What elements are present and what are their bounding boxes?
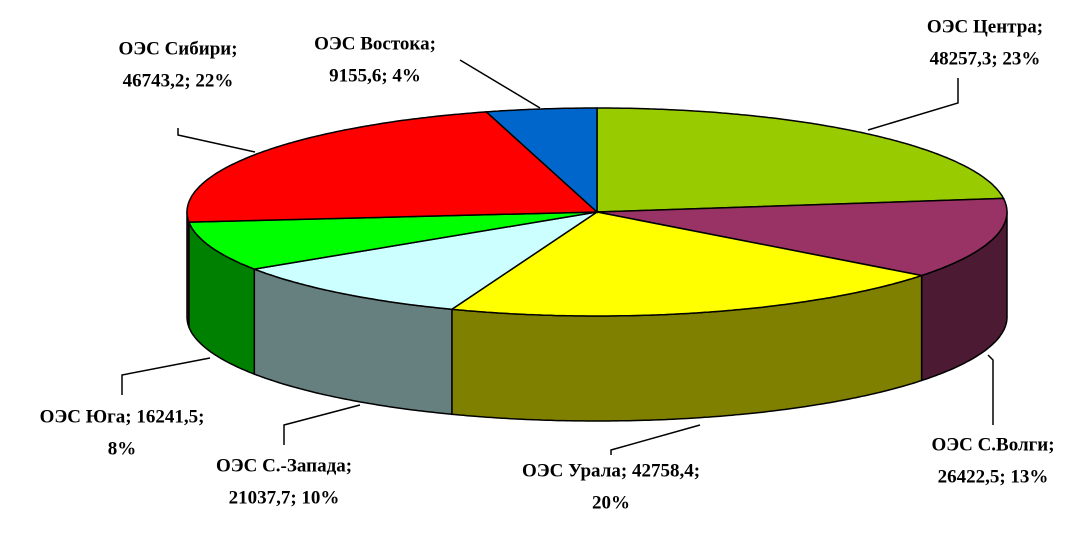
data-label: ОЭС Сибири; <box>118 38 237 59</box>
leader-line <box>177 128 256 153</box>
data-label: 46743,2; 22% <box>123 70 234 91</box>
slice-side <box>186 212 190 328</box>
data-label: 21037,7; 10% <box>229 487 340 508</box>
slice <box>484 107 598 214</box>
leader-line <box>283 404 361 445</box>
data-label: ОЭС Центра; <box>927 16 1043 37</box>
slice <box>251 211 598 311</box>
data-label: 20% <box>592 492 630 513</box>
data-label: ОЭС Юга; 16241,5; <box>40 406 205 427</box>
slice <box>449 211 922 317</box>
data-label: 26422,5; 13% <box>938 466 1049 487</box>
data-label: ОЭС Урала; 42758,4; <box>522 460 700 481</box>
leader-line <box>610 424 701 455</box>
leader-line <box>867 78 959 131</box>
data-label: ОЭС С.Волги; <box>931 434 1054 455</box>
slice <box>186 111 599 223</box>
slice <box>596 107 1005 213</box>
slice <box>187 211 598 270</box>
data-label: ОЭС Востока; <box>314 33 436 54</box>
data-label: 9155,6; 4% <box>329 65 421 86</box>
leader-line <box>121 357 211 395</box>
leader-line <box>459 59 541 109</box>
slice <box>596 197 1008 277</box>
data-label: 8% <box>108 438 137 459</box>
data-label: ОЭС С.-Запада; <box>216 455 352 476</box>
data-label: 48257,3; 23% <box>930 48 1041 69</box>
leader-line <box>987 354 994 425</box>
